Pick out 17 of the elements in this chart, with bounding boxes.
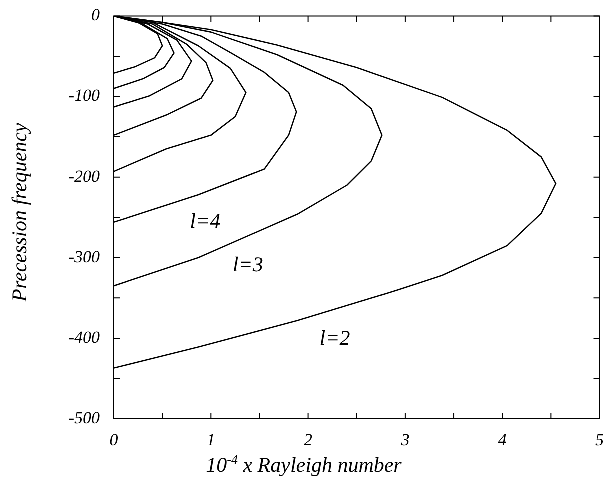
y-tick-label: -300	[68, 247, 100, 266]
x-tick-label: 4	[498, 430, 508, 450]
y-tick-label: -100	[68, 86, 100, 106]
y-tick-label: 0	[92, 6, 100, 25]
x-tick-label: 3	[400, 430, 410, 450]
x-tick-label: 0	[110, 430, 119, 450]
y-axis-title: Precession frequency	[8, 122, 32, 304]
series-label: l=2	[320, 326, 351, 350]
x-tick-label: 1	[206, 430, 216, 450]
series-label: l=4	[190, 208, 222, 233]
x-tick-label: 2	[304, 430, 314, 450]
y-tick-label: -500	[68, 408, 100, 428]
y-tick-label: -400	[68, 328, 100, 347]
x-tick-label: 5	[596, 430, 604, 450]
x-axis-title: 10$^{-4}$ x Rayleigh number	[205, 452, 403, 478]
series-label: l=3	[232, 252, 264, 277]
y-tick-label: -200	[68, 166, 100, 186]
